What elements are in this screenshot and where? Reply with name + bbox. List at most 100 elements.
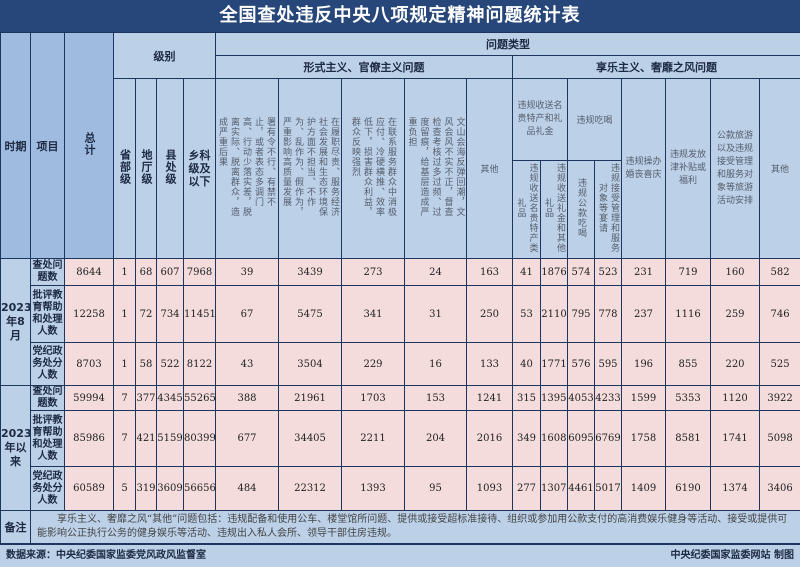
value-cell: 85986 [65, 411, 114, 467]
value-cell: 746 [760, 286, 800, 343]
value-cell: 58 [136, 343, 157, 386]
value-cell: 855 [666, 343, 711, 386]
value-cell: 582 [760, 259, 800, 286]
value-cell: 1703 [342, 386, 405, 411]
value-cell: 55265 [184, 386, 216, 411]
value-cell: 8644 [65, 259, 114, 286]
value-cell: 349 [513, 411, 541, 467]
value-cell: 1 [114, 343, 136, 386]
value-cell: 1771 [541, 343, 568, 386]
value-cell: 525 [760, 343, 800, 386]
notes-text: 享乐主义、奢靡之风“其他”问题包括：违规配备和使用公车、楼堂馆所问题、提供或接受… [31, 511, 800, 544]
value-cell: 522 [157, 343, 184, 386]
value-cell: 2016 [467, 411, 513, 467]
item-cell: 查处问题数 [31, 259, 65, 286]
header-hedonism: 享乐主义、奢靡之风问题 [513, 56, 800, 79]
period-cell: 2023年以来 [1, 386, 31, 511]
value-cell: 59994 [65, 386, 114, 411]
header-gift-col-1: 违规收送名贵特产类礼品 [513, 161, 541, 259]
value-cell: 12258 [65, 286, 114, 343]
value-cell: 7 [114, 386, 136, 411]
value-cell: 377 [136, 386, 157, 411]
value-cell: 5 [114, 467, 136, 511]
value-cell: 16 [405, 343, 467, 386]
value-cell: 273 [342, 259, 405, 286]
item-cell: 党纪政务处分人数 [31, 343, 65, 386]
value-cell: 607 [157, 259, 184, 286]
value-cell: 2211 [342, 411, 405, 467]
value-cell: 595 [595, 343, 622, 386]
header-period: 时期 [1, 33, 31, 259]
value-cell: 3406 [760, 467, 800, 511]
value-cell: 4053 [568, 386, 595, 411]
header-dining-group: 违规吃喝 [568, 79, 622, 161]
header-hedonism-col-allowances: 违规发放津补贴或福利 [666, 79, 711, 259]
value-cell: 22312 [279, 467, 342, 511]
header-level-township: 乡科级及以下 [184, 79, 216, 259]
credit: 中央纪委国家监委网站 制图 [671, 545, 794, 567]
value-cell: 1599 [622, 386, 666, 411]
value-cell: 778 [595, 286, 622, 343]
table-title: 全国查处违反中央八项规定精神问题统计表 [0, 0, 800, 32]
header-hedonism-col-weddings: 违规操办婚丧喜庆 [622, 79, 666, 259]
value-cell: 72 [136, 286, 157, 343]
header-formalism-col-4: 文山会海反弹回潮，文风会风不实不正，督查检查考核过多过频、过度留痕，给基层造成严… [405, 79, 467, 259]
value-cell: 231 [622, 259, 666, 286]
value-cell: 3439 [279, 259, 342, 286]
value-cell: 6190 [666, 467, 711, 511]
value-cell: 31 [405, 286, 467, 343]
value-cell: 574 [568, 259, 595, 286]
value-cell: 1876 [541, 259, 568, 286]
value-cell: 319 [136, 467, 157, 511]
header-gift-col-2: 违规收送礼金和其他礼品 [541, 161, 568, 259]
value-cell: 160 [711, 259, 760, 286]
value-cell: 24 [405, 259, 467, 286]
value-cell: 795 [568, 286, 595, 343]
value-cell: 43 [216, 343, 279, 386]
statistics-table: 时期 项目 总计 级别 问题类型 形式主义、官僚主义问题 享乐主义、奢靡之风问题… [0, 32, 800, 544]
value-cell: 16082 [541, 411, 568, 467]
value-cell: 3609 [157, 467, 184, 511]
value-cell: 1093 [467, 467, 513, 511]
value-cell: 1 [114, 259, 136, 286]
header-total: 总计 [65, 33, 114, 259]
notes-label: 备注 [1, 511, 31, 544]
header-problem-type: 问题类型 [216, 33, 800, 56]
value-cell: 229 [342, 343, 405, 386]
footer: 数据来源：中央纪委国家监委党风政风监督室 中央纪委国家监委网站 制图 [0, 544, 800, 567]
value-cell: 1241 [467, 386, 513, 411]
value-cell: 341 [342, 286, 405, 343]
value-cell: 5098 [760, 411, 800, 467]
value-cell: 60589 [65, 467, 114, 511]
value-cell: 220 [711, 343, 760, 386]
value-cell: 576 [568, 343, 595, 386]
value-cell: 34405 [279, 411, 342, 467]
period-cell: 2023年8月 [1, 259, 31, 386]
value-cell: 68 [136, 259, 157, 286]
header-formalism-col-3: 在联系服务群众中消极应付、冷硬横推、效率低下，损害群众利益，群众反映强烈 [342, 79, 405, 259]
value-cell: 80399 [184, 411, 216, 467]
value-cell: 8122 [184, 343, 216, 386]
value-cell: 2110 [541, 286, 568, 343]
value-cell: 277 [513, 467, 541, 511]
item-cell: 批评教育帮助和处理人数 [31, 286, 65, 343]
header-formalism: 形式主义、官僚主义问题 [216, 56, 513, 79]
value-cell: 315 [513, 386, 541, 411]
header-formalism-col-2: 在履职尽责、服务经济社会发展和生态环境保护方面不担当、不作为、乱作为、假作为，严… [279, 79, 342, 259]
value-cell: 8581 [666, 411, 711, 467]
header-item: 项目 [31, 33, 65, 259]
value-cell: 95 [405, 467, 467, 511]
value-cell: 40 [513, 343, 541, 386]
value-cell: 1758 [622, 411, 666, 467]
value-cell: 1120 [711, 386, 760, 411]
value-cell: 1116 [666, 286, 711, 343]
value-cell: 1 [114, 286, 136, 343]
value-cell: 1374 [711, 467, 760, 511]
value-cell: 13078 [541, 467, 568, 511]
value-cell: 259 [711, 286, 760, 343]
header-dining-col-2: 违规接受管理和服务对象等宴请 [595, 161, 622, 259]
